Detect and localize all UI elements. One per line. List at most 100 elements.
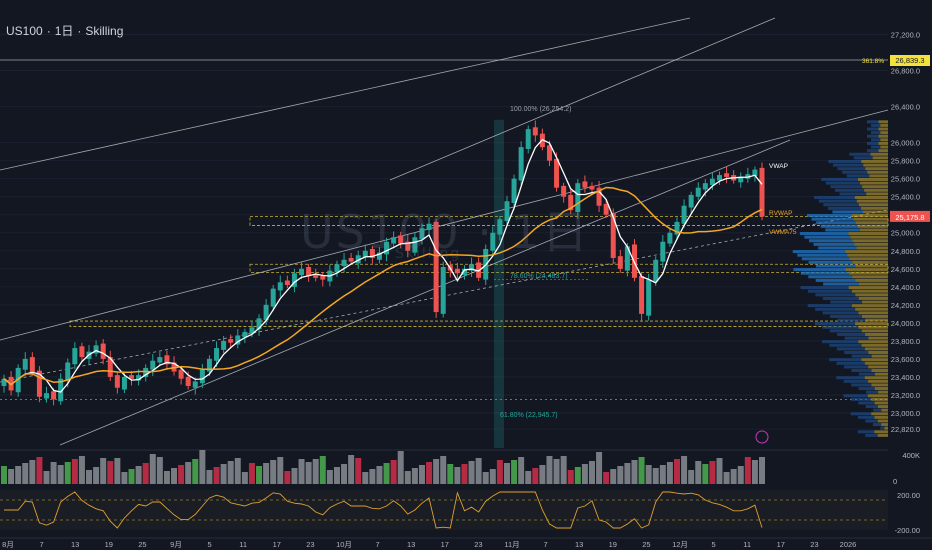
candle-body	[554, 158, 560, 188]
vp-bar	[793, 268, 846, 272]
candle-body	[624, 246, 630, 271]
vp-bar	[877, 419, 888, 423]
y-tick-label: 23,600.0	[891, 355, 920, 364]
volume-bar	[107, 461, 114, 484]
vp-bar	[844, 350, 869, 354]
volume-bar	[319, 456, 326, 484]
candle-body	[206, 358, 212, 372]
candle-body	[426, 223, 432, 231]
candle-body	[129, 375, 135, 379]
volume-bar	[333, 467, 340, 484]
x-tick-label: 9月	[170, 540, 182, 549]
vp-bar	[839, 192, 867, 196]
x-tick-label: 17	[441, 540, 449, 549]
osc-band	[0, 490, 888, 530]
candle-body	[341, 259, 347, 267]
candle-body	[469, 264, 475, 271]
channel-upper	[0, 17, 691, 171]
vp-bar	[878, 390, 888, 394]
candle-body	[51, 391, 57, 400]
vp-bar	[843, 394, 868, 398]
vp-bar	[855, 278, 888, 282]
chart-labels: 25,175.8 26,839.3 361.8% 100.00% (26,254.2)…	[500, 55, 930, 444]
x-tick-label: 7	[40, 540, 44, 549]
candle-body	[299, 268, 305, 276]
vp-bar	[852, 239, 888, 243]
vp-bar	[869, 174, 888, 178]
vp-bar	[850, 412, 872, 416]
fib-badge-price: 26,839.3	[895, 56, 924, 65]
vp-bar	[871, 383, 888, 387]
vp-bar	[851, 383, 872, 387]
vp-bar	[865, 332, 888, 336]
volume-bar	[149, 454, 156, 484]
interval[interactable]: 1日	[54, 24, 74, 38]
volume-bar	[588, 461, 595, 484]
candle-body	[653, 259, 659, 282]
vp-bar	[857, 224, 888, 228]
candle-body	[695, 187, 701, 197]
candle-body	[511, 178, 517, 204]
candle-body	[504, 201, 510, 222]
candle-body	[738, 176, 744, 183]
candle-body	[65, 362, 71, 381]
vp-bar	[871, 123, 881, 127]
y-tick-label: 23,000.0	[891, 409, 920, 418]
volume-bar	[596, 452, 603, 484]
vp-bar	[807, 304, 852, 308]
candle-body	[100, 343, 106, 359]
vp-bar	[809, 239, 853, 243]
volume-bar	[433, 459, 440, 484]
vp-bar	[800, 286, 849, 290]
y-tick-label: 22,820.0	[891, 425, 920, 434]
symbol-name[interactable]: US100	[6, 24, 43, 38]
vp-bar	[836, 347, 865, 351]
candle-body	[561, 185, 567, 197]
separator: ·	[77, 24, 82, 38]
vp-bar	[862, 300, 888, 304]
vp-bar	[868, 365, 888, 369]
volume-bar	[737, 466, 744, 484]
candle-body	[291, 273, 297, 287]
vp-bar	[814, 196, 855, 200]
vp-bar	[881, 408, 888, 412]
time-axis[interactable]: 8月 7 13 19 25 9月 5 11 17 23 10月 7 13 17 23 11月 7 13 19 25 12…	[0, 537, 932, 549]
candle-body	[440, 266, 446, 314]
price-axis[interactable]: 27,200.0 26,800.0 26,400.0 26,000.0 25,800.0…	[891, 31, 920, 535]
volume-bar	[631, 460, 638, 484]
vp-bar	[858, 340, 888, 344]
candle-body	[660, 241, 666, 262]
candle-body	[546, 145, 552, 161]
vp-bar	[816, 221, 856, 225]
volume-bar	[50, 462, 57, 484]
fib-range-bar	[494, 119, 504, 448]
osc-line	[4, 491, 763, 529]
vp-bar	[846, 174, 870, 178]
x-tick-label: 12月	[672, 540, 688, 549]
y-tick-label: 23,800.0	[891, 337, 920, 346]
volume-bar	[574, 467, 581, 484]
x-tick-label: 17	[777, 540, 785, 549]
vp-bar	[860, 181, 888, 185]
volume-bar	[546, 456, 553, 484]
x-tick-label: 23	[810, 540, 818, 549]
y-tick-label: 24,800.0	[891, 247, 920, 256]
volume-bar	[447, 464, 454, 484]
vp-bar	[868, 336, 888, 340]
volume-bar	[369, 469, 376, 484]
vp-bar	[864, 188, 888, 192]
candle-body	[497, 219, 503, 235]
vp-bar	[855, 307, 888, 311]
volume-bar	[404, 471, 411, 484]
vp-bar	[865, 433, 878, 437]
vp-bar	[815, 278, 856, 282]
vwap-line	[3, 138, 763, 393]
vp-bar	[864, 347, 888, 351]
candle-body	[646, 279, 652, 316]
volume-bars	[0, 449, 888, 484]
vp-bar	[871, 138, 881, 142]
fib-badge	[890, 55, 930, 66]
vp-bar	[823, 203, 859, 207]
vp-bar	[830, 185, 863, 189]
